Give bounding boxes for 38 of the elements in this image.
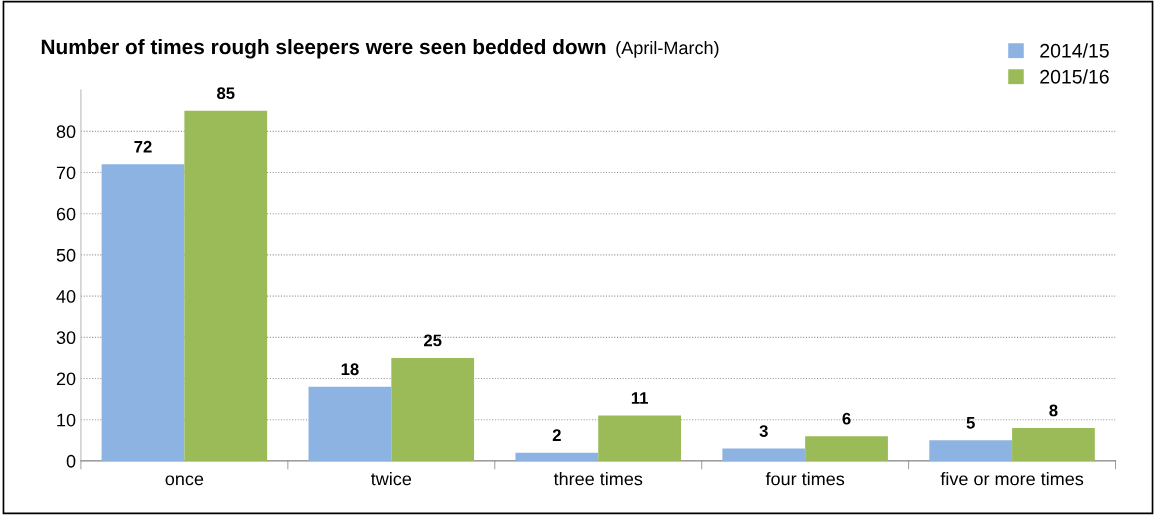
y-tick-label: 70 (56, 166, 76, 180)
legend-label: 2014/15 (1040, 43, 1109, 58)
data-label: 18 (341, 363, 359, 376)
legend-label: 2015/16 (1040, 69, 1109, 84)
data-label: 85 (217, 87, 235, 100)
data-label: 72 (134, 140, 152, 153)
x-tick-label: five or more times (940, 472, 1084, 486)
bar (598, 415, 681, 461)
y-tick-label: 20 (56, 372, 76, 386)
chart-subtitle: (April-March) (616, 40, 719, 58)
bar (1012, 427, 1095, 461)
bar (308, 386, 392, 461)
x-tick-label: once (165, 475, 204, 486)
x-tick-label: three times (553, 472, 643, 486)
data-label: 25 (424, 334, 442, 347)
y-tick-label: 40 (56, 290, 76, 303)
y-tick-label: 80 (56, 125, 76, 139)
bar (391, 357, 475, 461)
y-tick-label: 0 (66, 454, 76, 468)
bar (184, 110, 268, 461)
chart-title: Number of times rough sleepers were seen bedded down (41, 38, 606, 59)
x-tick-label: four times (765, 472, 845, 486)
y-tick-label: 50 (56, 248, 76, 262)
data-label: 5 (966, 417, 975, 429)
data-label: 6 (842, 412, 851, 425)
data-label: 11 (631, 392, 648, 404)
bar (805, 436, 888, 461)
x-tick-label: twice (371, 472, 412, 486)
bar (101, 164, 185, 461)
y-tick-label: 30 (56, 331, 76, 345)
bar (929, 440, 1013, 461)
data-label: 3 (759, 425, 768, 437)
y-tick-label: 10 (57, 413, 76, 427)
data-label: 2 (552, 429, 561, 441)
bar (722, 448, 806, 461)
bar (515, 452, 599, 461)
y-tick-label: 60 (56, 207, 76, 221)
data-label: 8 (1049, 404, 1058, 417)
